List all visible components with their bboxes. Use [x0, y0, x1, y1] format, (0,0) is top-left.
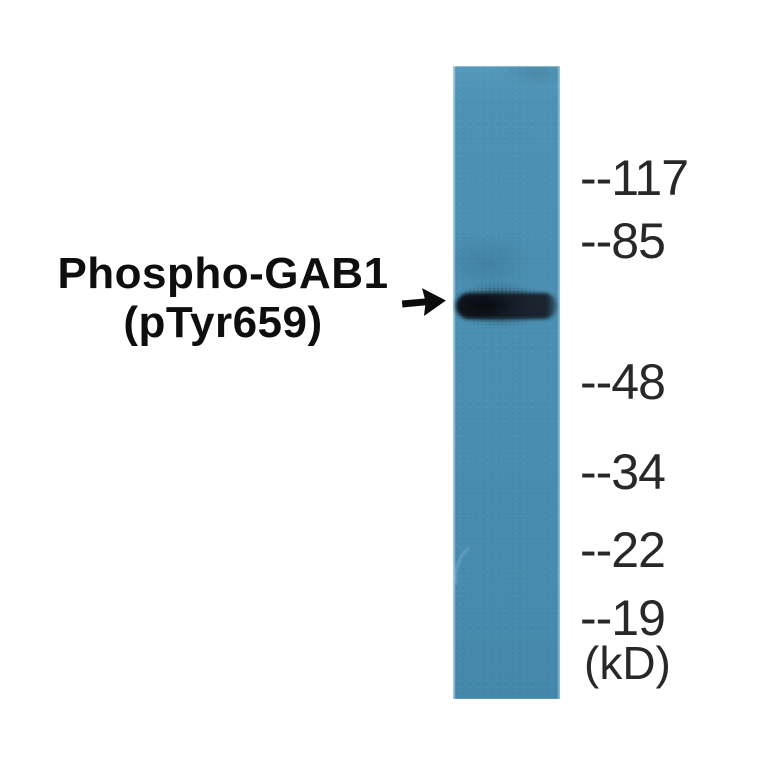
target-phospho-site: (pTyr659) [123, 298, 323, 347]
mw-marker-117: --117 [580, 150, 689, 206]
mw-marker-85: --85 [580, 213, 666, 269]
mw-marker-48: --48 [580, 354, 666, 410]
protein-band [448, 275, 565, 335]
mw-marker-34: --34 [580, 444, 666, 500]
mw-marker-22: --22 [580, 522, 666, 578]
band-core [456, 293, 557, 319]
target-protein-label: Phospho-GAB1 (pTyr659) [0, 249, 446, 347]
blot-lane [448, 66, 565, 699]
mw-marker-19: --19 [580, 590, 666, 646]
mw-unit-label: (kD) [584, 637, 671, 689]
target-protein-name: Phospho-GAB1 [57, 249, 389, 298]
arrow-right-icon [401, 288, 446, 317]
lane-scratch [449, 540, 493, 598]
